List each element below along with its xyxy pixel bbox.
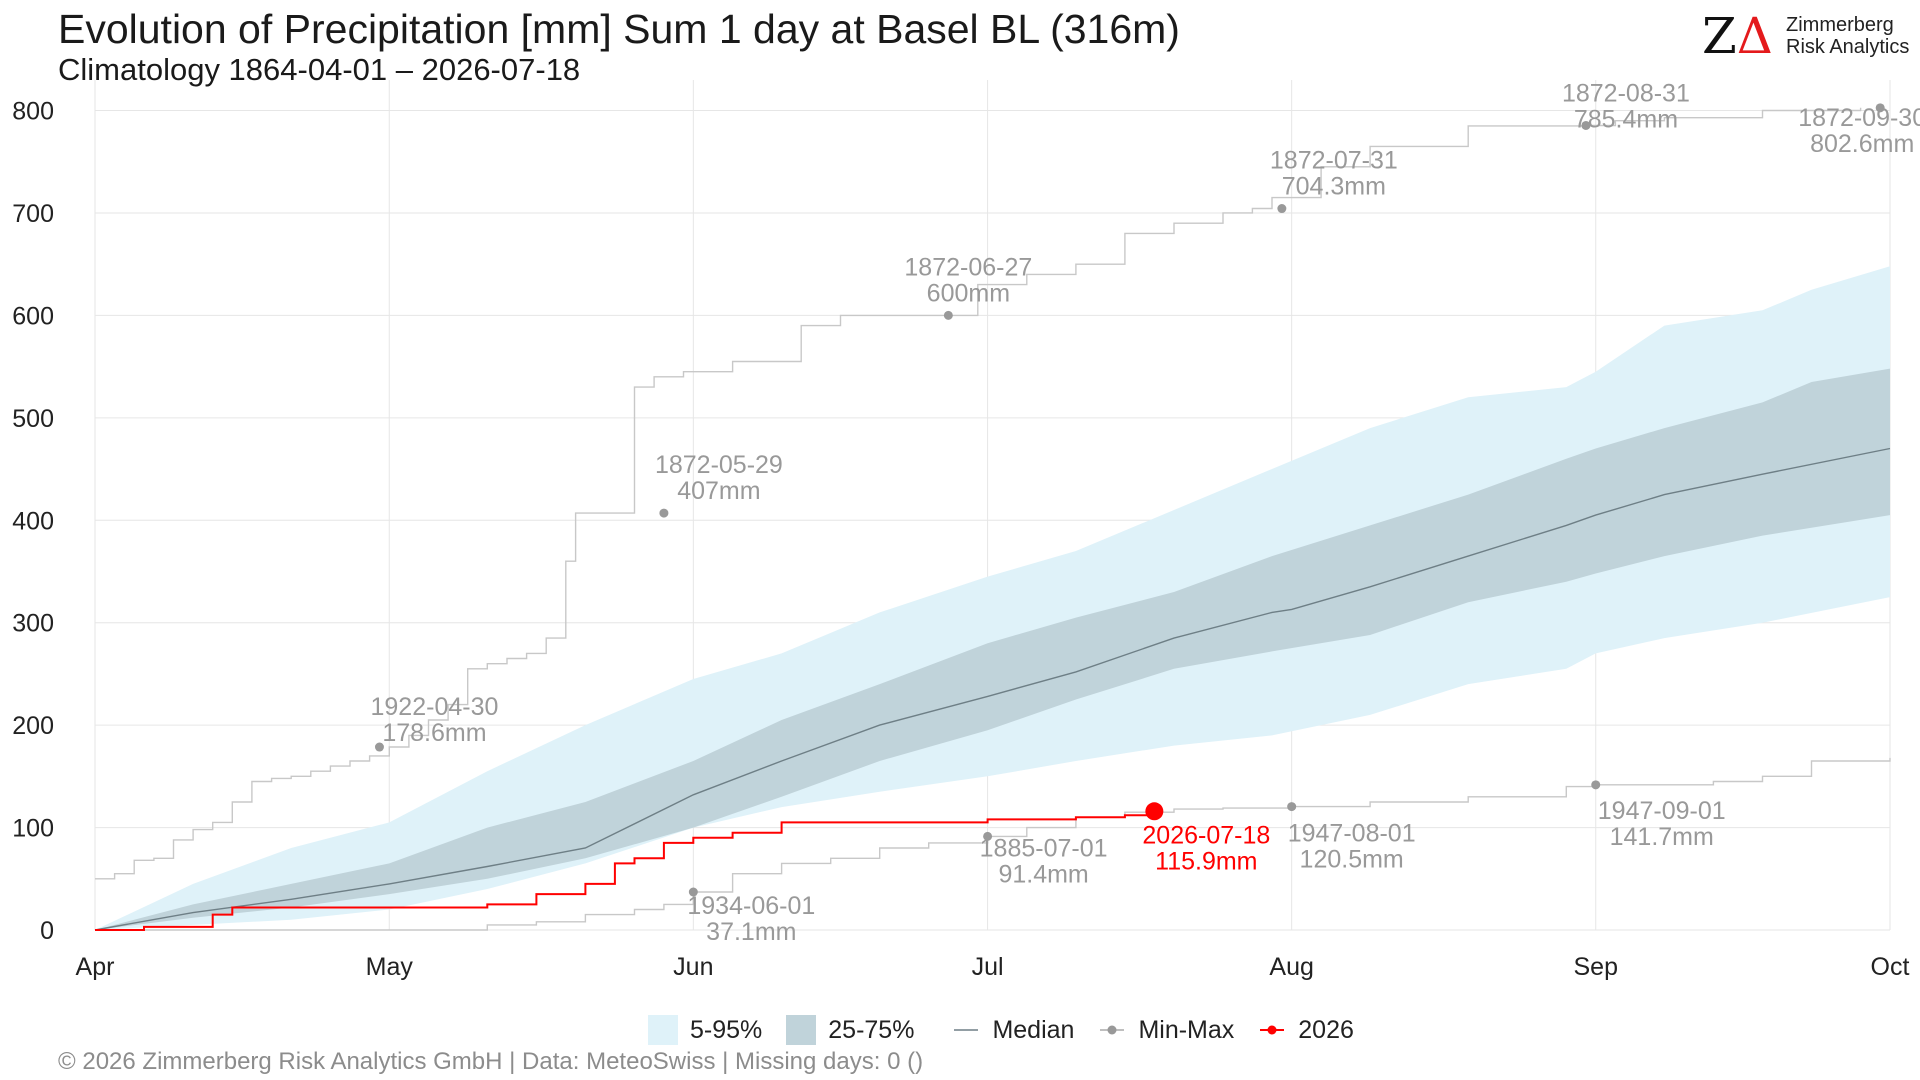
max-annotation-value: 785.4mm — [1574, 105, 1678, 133]
x-tick-label: Jul — [972, 953, 1004, 981]
current-point — [1145, 802, 1164, 821]
y-tick-label: 800 — [12, 98, 54, 126]
legend-item-25-75: 25-75% — [786, 1015, 914, 1045]
legend-label-minmax: Min-Max — [1138, 1015, 1235, 1044]
max-annotation-value: 802.6mm — [1810, 130, 1914, 158]
axis-labels: 0 100 200 300 400 500 600 700 800 Apr May Jun Jul Aug… — [12, 98, 1909, 982]
max-annotation-value: 704.3mm — [1282, 173, 1386, 201]
max-point — [943, 310, 953, 320]
y-tick-label: 0 — [40, 917, 54, 945]
current-annotation-value: 115.9mm — [1155, 847, 1257, 875]
legend-key-5-95 — [648, 1015, 678, 1045]
y-tick-label: 600 — [12, 302, 54, 330]
x-tick-label: Jun — [673, 953, 713, 981]
company-logo: ZΔ Zimmerberg Risk Analytics — [1702, 7, 1909, 65]
max-point — [1581, 120, 1591, 130]
band-5-95 — [95, 266, 1890, 930]
chart-legend: 5-95% 25-75% Median Min-Max 2026 — [648, 1012, 1378, 1048]
logo-name: Zimmerberg Risk Analytics — [1786, 14, 1909, 58]
min-point — [1591, 780, 1601, 790]
legend-label-5-95: 5-95% — [690, 1015, 763, 1044]
max-point — [374, 742, 384, 752]
x-tick-label: Aug — [1269, 953, 1313, 981]
y-tick-label: 700 — [12, 200, 54, 228]
max-point — [659, 508, 669, 518]
y-tick-label: 500 — [12, 405, 54, 433]
max-line — [95, 107, 1862, 880]
legend-item-2026: 2026 — [1258, 1016, 1354, 1045]
max-annotation-date: 1872-06-27 — [904, 253, 1032, 281]
max-annotation-date: 1872-08-31 — [1562, 79, 1690, 107]
min-annotation-value: 141.7mm — [1610, 823, 1714, 851]
min-annotation-date: 1885-07-01 — [980, 834, 1108, 862]
max-annotation-date: 1922-04-30 — [371, 693, 499, 721]
x-tick-label: May — [366, 953, 414, 981]
max-point — [1875, 103, 1885, 113]
min-annotation-date: 1934-06-01 — [687, 892, 815, 920]
y-tick-label: 200 — [12, 712, 54, 740]
max-point — [1277, 204, 1287, 214]
legend-label-25-75: 25-75% — [828, 1015, 915, 1044]
current-2026-line — [95, 811, 1156, 931]
max-annotation-date: 1872-07-31 — [1270, 147, 1398, 175]
legend-minmax-icon — [1100, 1025, 1125, 1035]
legend-item-5-95: 5-95% — [648, 1015, 762, 1045]
legend-label-2026: 2026 — [1298, 1015, 1354, 1044]
y-tick-label: 100 — [12, 815, 54, 843]
min-annotation-date: 1947-09-01 — [1598, 797, 1726, 825]
min-point — [1287, 802, 1297, 812]
legend-current-icon — [1260, 1025, 1285, 1035]
x-tick-label: Apr — [76, 953, 115, 981]
chart-subtitle: Climatology 1864-04-01 – 2026-07-18 — [58, 52, 581, 87]
min-annotation-value: 120.5mm — [1300, 846, 1404, 874]
max-annotation-value: 600mm — [927, 279, 1010, 307]
min-annotation-value: 91.4mm — [998, 860, 1088, 888]
footer-credits: © 2026 Zimmerberg Risk Analytics GmbH | … — [58, 1048, 924, 1075]
min-annotation-value: 37.1mm — [706, 918, 796, 946]
x-tick-label: Oct — [1871, 953, 1910, 981]
current-annotation-date: 2026-07-18 — [1142, 821, 1270, 849]
min-annotation-date: 1947-08-01 — [1288, 820, 1416, 848]
y-tick-label: 400 — [12, 507, 54, 535]
logo-line1: Zimmerberg — [1786, 14, 1894, 36]
chart-title: Evolution of Precipitation [mm] Sum 1 da… — [58, 6, 1180, 52]
median-line — [94, 447, 1891, 931]
legend-median-line-icon — [954, 1029, 979, 1031]
min-point — [983, 831, 993, 841]
logo-mark: ZΔ — [1702, 7, 1773, 65]
logo-line2: Risk Analytics — [1786, 36, 1910, 58]
percentile-bands — [95, 266, 1890, 931]
max-annotation-date: 1872-05-29 — [655, 451, 783, 479]
y-tick-label: 300 — [12, 610, 54, 638]
max-annotation-value: 178.6mm — [382, 719, 486, 747]
max-annotation-value: 407mm — [677, 477, 760, 505]
legend-item-minmax: Min-Max — [1098, 1016, 1234, 1045]
legend-key-25-75 — [786, 1015, 817, 1045]
max-annotation-date: 1872-09-30 — [1798, 104, 1920, 132]
band-25-75 — [95, 368, 1890, 931]
legend-label-median: Median — [992, 1015, 1075, 1044]
x-tick-label: Sep — [1573, 953, 1617, 981]
legend-item-median: Median — [952, 1016, 1074, 1045]
min-point — [688, 887, 698, 897]
